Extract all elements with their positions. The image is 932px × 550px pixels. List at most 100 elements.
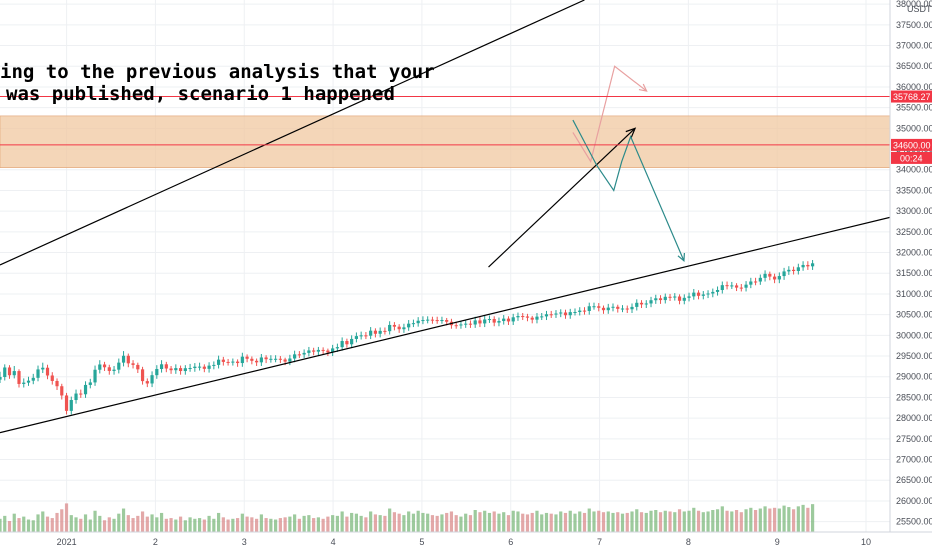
candle-body [487,319,492,321]
volume-bar [269,518,273,532]
candle-body [483,319,487,324]
candle-body [639,302,644,305]
candle-body [121,355,126,363]
volume-bar [64,503,69,532]
candle-body [411,323,416,325]
price-tick-label: 27000.00 [896,455,932,465]
volume-bar [250,517,254,532]
volume-bar [216,512,221,532]
candle-body [791,269,796,272]
candle-body [416,320,420,324]
countdown-badge [891,151,932,164]
price-level-badge-label: 35768.27 [893,92,931,102]
volume-bar [259,514,263,532]
volume-bar [302,515,306,532]
volume-bar [3,515,7,532]
volume-bar [578,511,582,532]
volume-bar [359,515,363,532]
volume-bar [711,510,715,532]
volume-bar [131,518,135,532]
volume-bar [445,512,449,532]
candle-body [753,281,758,283]
candle-body [150,375,154,384]
candle-body [782,271,786,277]
candle-body [74,393,78,401]
candle-body [573,311,577,313]
volume-bar [768,508,772,532]
candle-body [359,335,363,337]
price-tick-label: 36500.00 [896,61,932,71]
zone-rect [0,115,891,168]
volume-bar [392,512,397,532]
price-levels [0,96,890,146]
scenario-path [572,65,647,163]
candle-body [226,361,230,363]
time-tick-label: 4 [331,537,336,547]
price-tick-label: 28000.00 [896,413,932,423]
volume-bar [354,513,358,532]
price-axis[interactable]: 25500.00 26000.00 26500.00 27000.00 27500.00… [889,0,932,550]
volume-bar [150,514,154,532]
volume-bar [801,504,805,532]
volume-bar [178,516,183,532]
candle-body [50,375,54,381]
candle-body [98,364,102,370]
candle-body [221,359,225,362]
candle-body [255,360,259,363]
volume-bar [459,516,463,532]
volume-bar [26,519,31,532]
volume-bar [126,515,130,532]
candle-body [734,285,739,288]
candle-body [402,327,406,330]
volume-bar [620,513,625,532]
candle-body [383,330,387,332]
candle-body [582,310,587,312]
candle-body [630,306,634,310]
volume-bar [0,518,2,532]
time-axis[interactable]: 2021 2 3 4 5 6 7 8 9 10 [0,531,932,550]
volume-bar [41,511,45,532]
candle-body [31,377,35,381]
volume-bar [687,510,691,532]
volume-bar [17,518,21,532]
trendline [0,0,585,266]
annotation-line-2: was published, scenario 1 happened [6,83,395,105]
volume-bar [449,511,454,532]
volume-bar [635,509,639,532]
candle-body [216,359,221,365]
candle-body [616,306,620,309]
volume-bar [245,516,249,532]
volume-bar [654,510,658,532]
volume-bar [316,517,320,532]
candle-body [269,358,273,360]
time-tick-label: 6 [508,537,513,547]
candle-body [502,318,506,322]
candle-body [36,369,40,378]
volume-bar [364,517,368,532]
volume-bar [197,518,202,532]
time-tick-label: 8 [686,537,691,547]
candle-body [293,354,297,359]
volume-bar [720,506,724,532]
candle-body [188,368,192,370]
volume-bar [373,514,378,532]
volume-bar [12,513,16,532]
scenario-arrows [572,65,685,263]
volume-bar [563,512,568,532]
candle-body [197,366,202,368]
candle-body [41,367,45,370]
volume-bar [535,510,539,532]
time-tick-label: 2021 [57,537,77,547]
volume-bar [682,511,686,532]
volume-bar [658,512,663,532]
volume-bar [69,515,73,532]
candle-body [744,284,748,288]
volume-bar [464,513,468,532]
candle-body [83,384,88,395]
candle-body [397,326,401,330]
candle-body [140,369,145,382]
scenario-arrowhead [638,83,648,92]
volume-bar [492,511,496,532]
